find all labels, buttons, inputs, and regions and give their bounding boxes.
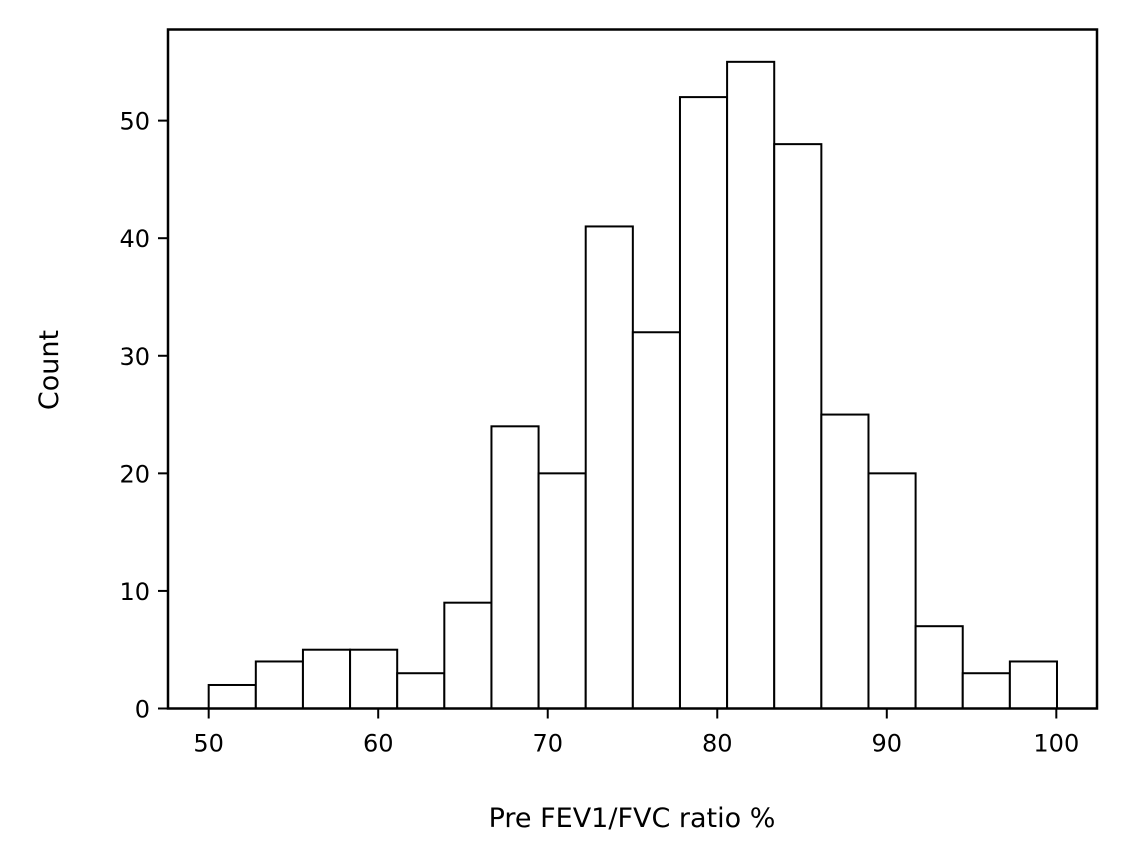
x-axis-label: Pre FEV1/FVC ratio % [489,803,776,834]
histogram-bar [631,331,681,710]
histogram-bar [443,601,493,710]
histogram-bar [254,660,304,710]
x-tick-label: 80 [702,730,733,758]
y-axis-label: Count [34,330,65,410]
plot-frame [166,28,1099,710]
histogram-bar [490,425,540,710]
histogram-bar [584,225,634,710]
histogram-bar [537,472,587,710]
x-tick-label: 70 [532,730,563,758]
x-tick-label: 50 [193,730,224,758]
y-tick-label: 20 [119,460,150,488]
histogram-bar [301,648,352,710]
histogram-bar [726,60,776,710]
y-tick-label: 10 [119,578,150,606]
y-tick-label: 30 [119,343,150,371]
histogram-bar [867,472,917,710]
y-tick-label: 50 [119,108,150,136]
histogram-bar [773,143,823,710]
x-axis: 50 60 70 80 90 100 [193,708,1079,758]
histogram-bar [678,96,729,710]
histogram-bar [207,683,257,710]
y-tick-label: 40 [119,225,150,253]
x-tick-label: 60 [363,730,394,758]
x-tick-label: 100 [1033,730,1079,758]
histogram-bar [349,648,399,710]
histogram-bar [1008,660,1058,710]
histogram-bar [396,672,446,710]
y-axis: 0 10 20 30 40 50 [119,108,168,724]
x-tick-label: 90 [872,730,903,758]
histogram-bar [961,672,1011,710]
histogram-bar [820,413,870,710]
bars-group [207,60,1058,710]
histogram-bar [914,625,964,710]
y-tick-label: 0 [135,696,150,724]
